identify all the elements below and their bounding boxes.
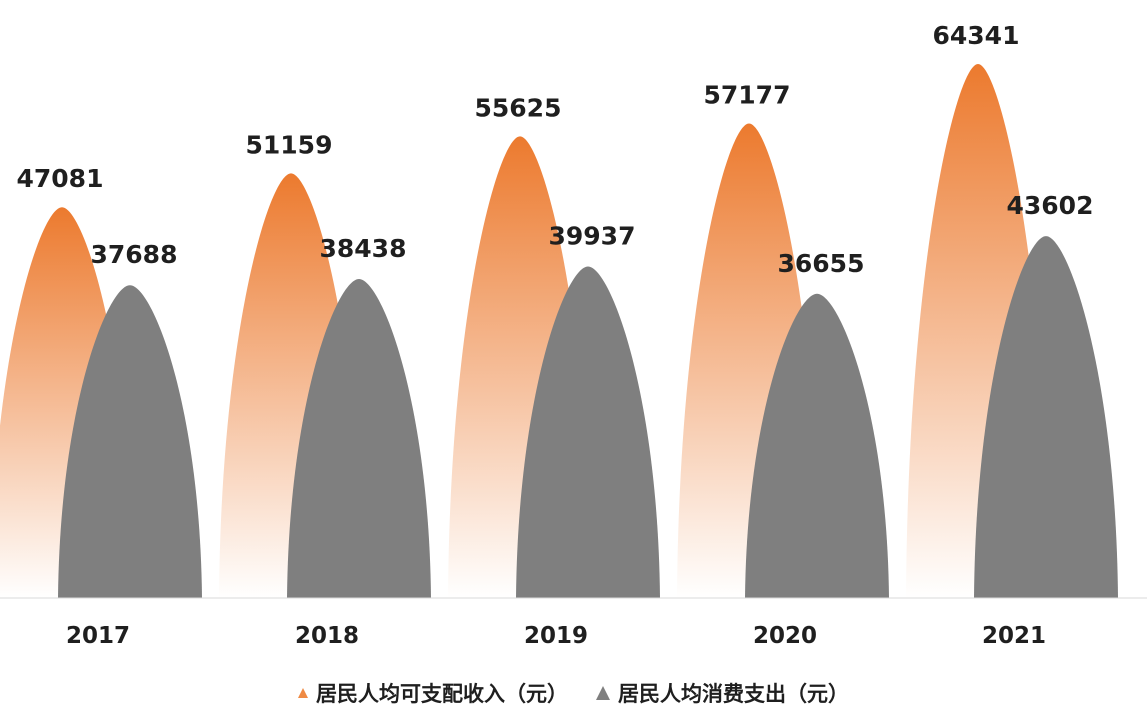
data-label-expenditure-2017: 37688 — [91, 240, 178, 269]
legend-item-expenditure[interactable]: 居民人均消费支出（元） — [596, 678, 849, 708]
data-label-income-2020: 57177 — [704, 80, 791, 109]
x-tick-2018: 2018 — [295, 623, 359, 649]
peak-expenditure-2017[interactable] — [58, 285, 202, 598]
x-tick-2021: 2021 — [982, 623, 1046, 649]
data-label-income-2021: 64341 — [933, 21, 1020, 50]
data-label-expenditure-2018: 38438 — [320, 234, 407, 263]
x-tick-2020: 2020 — [753, 623, 817, 649]
data-label-income-2018: 51159 — [246, 130, 333, 159]
data-label-income-2019: 55625 — [475, 93, 562, 122]
peak-icon-gray — [596, 686, 610, 700]
legend-label-expenditure: 居民人均消费支出（元） — [618, 682, 849, 706]
peak-icon-orange — [298, 688, 308, 698]
data-label-income-2017: 47081 — [17, 164, 104, 193]
peak-expenditure-2018[interactable] — [287, 278, 431, 598]
x-tick-2017: 2017 — [66, 623, 130, 649]
legend-label-income: 居民人均可支配收入（元） — [316, 682, 568, 706]
peak-expenditure-2021[interactable] — [974, 236, 1118, 598]
data-label-expenditure-2021: 43602 — [1007, 191, 1094, 220]
x-tick-2019: 2019 — [524, 623, 588, 649]
peak-expenditure-2019[interactable] — [516, 266, 660, 598]
data-label-expenditure-2019: 39937 — [549, 222, 636, 251]
data-label-expenditure-2020: 36655 — [778, 249, 865, 278]
legend: 居民人均可支配收入（元） 居民人均消费支出（元） — [0, 678, 1147, 708]
legend-item-income[interactable]: 居民人均可支配收入（元） — [298, 678, 568, 708]
peak-expenditure-2020[interactable] — [745, 293, 889, 598]
